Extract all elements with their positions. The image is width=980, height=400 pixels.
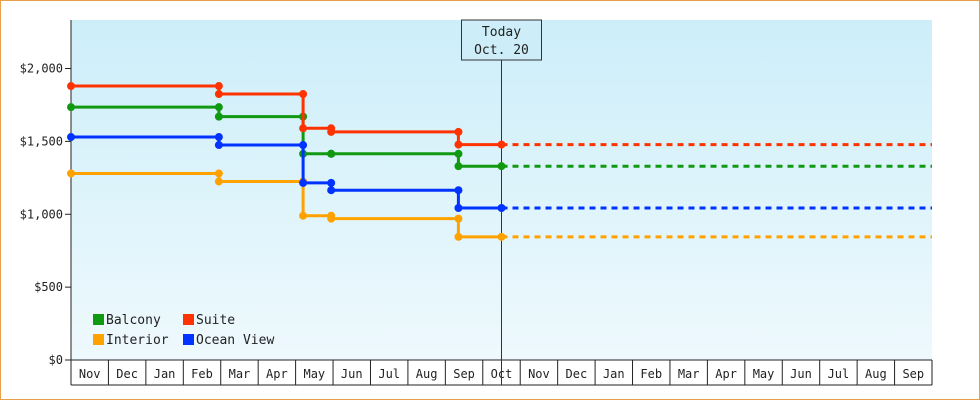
x-month-label: Mar xyxy=(229,367,251,381)
x-month-label: Aug xyxy=(416,367,438,381)
data-point-ocean-view xyxy=(299,141,308,150)
data-point-interior xyxy=(454,214,463,223)
y-tick-label: $500 xyxy=(34,280,63,294)
data-point-interior xyxy=(67,169,75,178)
x-month-label: Feb xyxy=(191,367,213,381)
data-point-balcony xyxy=(454,149,463,158)
legend-label: Interior xyxy=(106,333,169,348)
data-point-suite xyxy=(67,82,75,91)
data-point-suite xyxy=(214,90,223,99)
today-callout-box xyxy=(461,19,542,61)
data-point-interior xyxy=(299,211,308,220)
data-point-ocean-view xyxy=(214,141,223,150)
x-month-label: Jun xyxy=(790,367,812,381)
today-label: Today xyxy=(482,25,521,40)
x-month-label: Jan xyxy=(154,367,176,381)
legend-swatch-balcony xyxy=(93,314,104,325)
x-month-label: May xyxy=(303,367,325,381)
data-point-ocean-view xyxy=(327,186,336,195)
data-point-ocean-view xyxy=(454,186,463,195)
data-point-ocean-view xyxy=(497,203,506,212)
x-month-label: Nov xyxy=(528,367,550,381)
data-point-interior xyxy=(497,232,506,241)
data-point-ocean-view xyxy=(454,203,463,212)
data-point-balcony xyxy=(497,162,506,171)
x-month-label: Jul xyxy=(828,367,850,381)
data-point-suite xyxy=(327,127,336,136)
data-point-suite xyxy=(299,90,308,99)
data-point-interior xyxy=(327,214,336,223)
x-month-label: Jul xyxy=(378,367,400,381)
x-month-label: Mar xyxy=(678,367,700,381)
legend-label: Suite xyxy=(196,313,235,328)
x-month-label: Aug xyxy=(865,367,887,381)
data-point-suite xyxy=(214,82,223,91)
legend-label: Balcony xyxy=(106,313,161,328)
x-month-label: May xyxy=(753,367,775,381)
data-point-balcony xyxy=(454,162,463,171)
data-point-suite xyxy=(454,140,463,149)
x-month-label: Feb xyxy=(640,367,662,381)
x-month-label: Nov xyxy=(79,367,101,381)
x-month-label: Jan xyxy=(603,367,625,381)
y-tick-label: $2,000 xyxy=(20,62,63,76)
legend-swatch-suite xyxy=(183,314,194,325)
data-point-balcony xyxy=(67,103,75,112)
data-point-suite xyxy=(299,124,308,133)
x-month-label: Sep xyxy=(902,367,924,381)
x-month-label: Apr xyxy=(715,367,737,381)
legend-swatch-interior xyxy=(93,334,104,345)
data-point-ocean-view xyxy=(214,133,223,142)
data-point-suite xyxy=(454,127,463,136)
x-month-label: Dec xyxy=(116,367,138,381)
data-point-ocean-view xyxy=(299,178,308,187)
today-date-label: Oct. 20 xyxy=(474,43,529,58)
x-month-label: Dec xyxy=(566,367,588,381)
data-point-suite xyxy=(497,140,506,149)
data-point-balcony xyxy=(214,103,223,112)
y-tick-label: $1,000 xyxy=(20,207,63,221)
data-point-balcony xyxy=(327,149,336,158)
x-month-label: Jun xyxy=(341,367,363,381)
legend-swatch-ocean-view xyxy=(183,334,194,345)
data-point-ocean-view xyxy=(67,133,75,142)
data-point-ocean-view xyxy=(327,178,336,187)
data-point-interior xyxy=(214,169,223,178)
data-point-interior xyxy=(214,177,223,186)
data-point-interior xyxy=(454,232,463,241)
x-month-label: Apr xyxy=(266,367,288,381)
data-point-balcony xyxy=(214,112,223,121)
y-tick-label: $0 xyxy=(49,353,63,367)
x-month-label: Sep xyxy=(453,367,475,381)
y-tick-label: $1,500 xyxy=(20,134,63,148)
legend-label: Ocean View xyxy=(196,333,274,348)
